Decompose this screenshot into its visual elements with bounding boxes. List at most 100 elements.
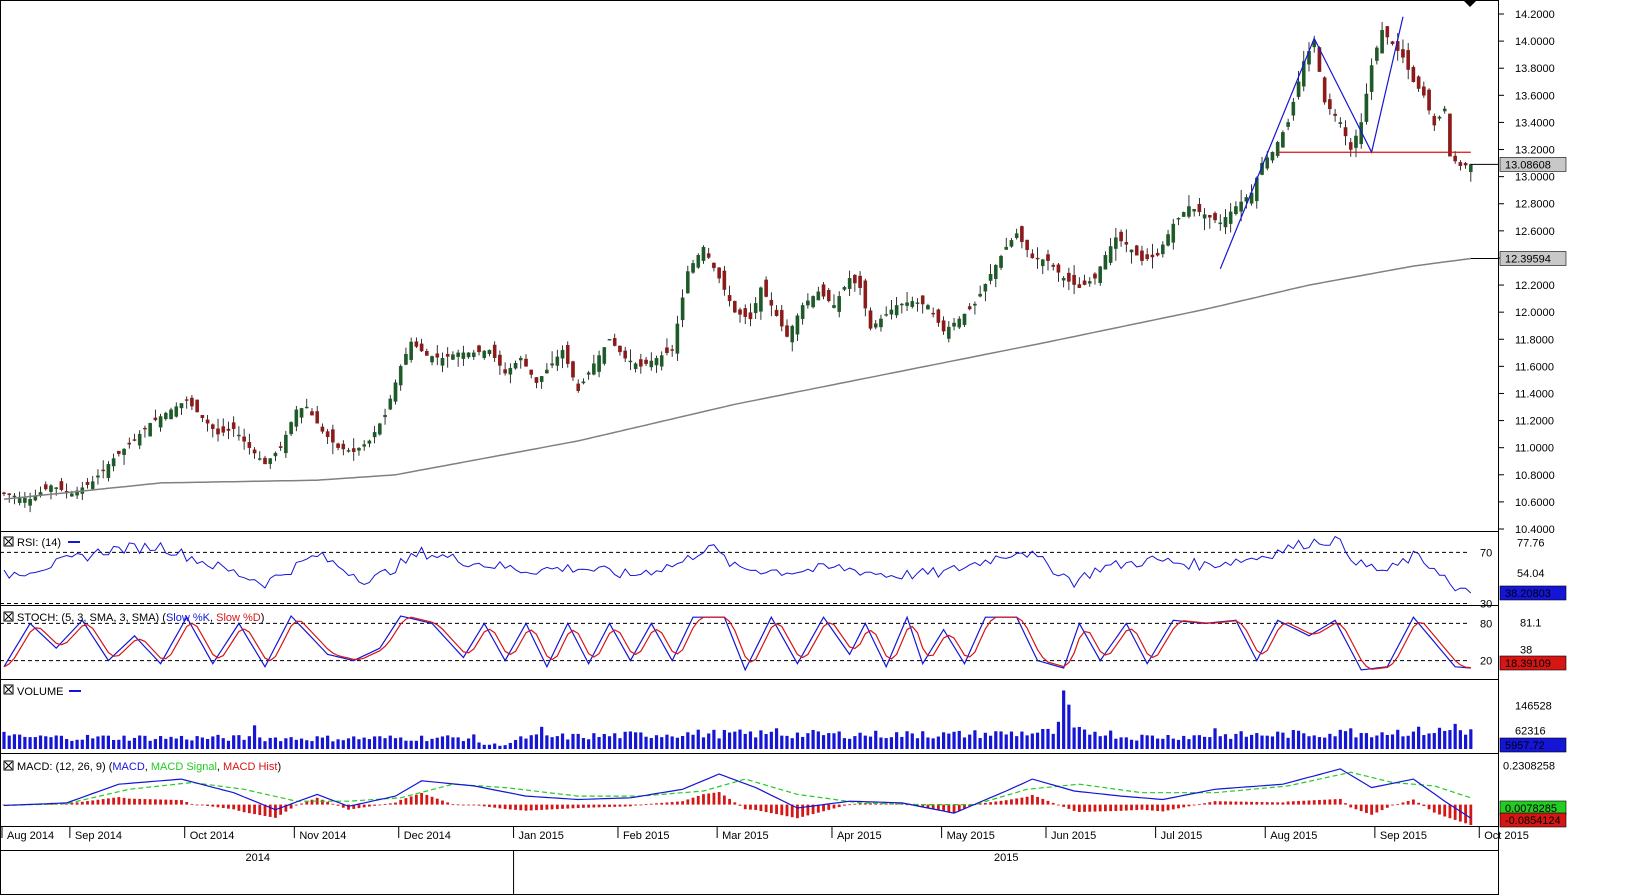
macd-hist-bar (1239, 801, 1243, 805)
volume-bar (138, 735, 142, 749)
volume-bar (1213, 728, 1217, 749)
candle (545, 363, 549, 374)
volume-bar (681, 736, 685, 749)
candle (17, 491, 22, 506)
volume-bar (1469, 729, 1473, 749)
candle (1469, 163, 1473, 182)
macd-hist-bar (1187, 804, 1191, 807)
macd-hist-bar (1051, 802, 1055, 805)
candle-body (1223, 217, 1228, 228)
candle (1354, 129, 1358, 158)
macd-hist-bar (629, 804, 632, 807)
volume-bar (404, 740, 408, 749)
candle (832, 294, 836, 309)
volume-bar (65, 739, 69, 749)
macd-hist-bar (274, 804, 277, 818)
volume-close-icon[interactable] (3, 684, 14, 695)
candle (200, 414, 205, 423)
macd-hist-bar (1417, 802, 1421, 805)
volume-bar (273, 737, 278, 749)
volume-bar (430, 738, 434, 749)
candle-body (346, 450, 351, 452)
candle (492, 341, 497, 362)
price-tick-label: 12.8000 (1515, 199, 1555, 211)
candle (800, 302, 805, 325)
candle (612, 333, 617, 347)
candle (863, 278, 868, 317)
macd-hist-bar (289, 804, 293, 809)
candle-body (466, 352, 471, 358)
candle-body (1004, 246, 1009, 250)
candle-body (753, 303, 758, 314)
volume-tick-label: 146528 (1515, 701, 1552, 713)
stoch-close-icon[interactable] (3, 611, 14, 622)
volume-bar (707, 733, 711, 749)
scroll-end-marker-icon[interactable] (1463, 0, 1477, 7)
candle (1119, 229, 1123, 247)
candle (137, 430, 142, 450)
candle-body (962, 313, 967, 325)
macd-hist-bar (1453, 804, 1457, 820)
rsi-close-icon[interactable] (3, 536, 14, 547)
volume-bar (44, 736, 48, 749)
macd-hist-bar (326, 801, 330, 805)
candle-body (54, 487, 58, 489)
candle (456, 349, 460, 367)
macd-close-icon[interactable] (3, 760, 14, 771)
volume-bar (101, 735, 105, 749)
stoch-panel: 80 20 (0, 614, 1492, 672)
candle-body (748, 312, 753, 320)
candle (96, 469, 100, 485)
candle-body (425, 351, 429, 356)
candle-body (158, 416, 163, 428)
candle-body (738, 309, 742, 315)
candle (393, 379, 398, 405)
macd-last-tag-box (1499, 812, 1567, 828)
candle (158, 413, 163, 432)
macd-hist-bar (733, 802, 737, 805)
volume-bar (1411, 731, 1415, 749)
volume-bar (1020, 731, 1024, 749)
macd-hist-bar (65, 803, 69, 805)
candle (785, 319, 789, 338)
volume-bar (169, 736, 173, 749)
volume-bar (1317, 737, 1322, 749)
volume-bar (837, 731, 841, 749)
candle (341, 440, 346, 456)
candle (1192, 208, 1196, 217)
candle-body (1025, 239, 1029, 251)
volume-bar (936, 736, 940, 749)
candle-body (1140, 250, 1144, 261)
candle-body (1056, 264, 1061, 273)
candle-body (873, 323, 878, 328)
candle-body (169, 409, 173, 420)
volume-bar (618, 738, 622, 749)
candle-body (451, 354, 455, 360)
macd-hist-bar (540, 804, 544, 810)
macd-hist-bar (1396, 803, 1400, 805)
volume-bar (905, 731, 909, 749)
volume-bar (85, 734, 90, 749)
macd-hist-bar (863, 803, 867, 805)
candle (351, 438, 356, 461)
macd-hist-bar (1244, 801, 1248, 805)
candle-body (252, 449, 257, 454)
macd-hist-bar (394, 802, 397, 805)
candle-body (565, 345, 570, 364)
macd-hist-bar (493, 804, 497, 808)
candle (398, 364, 403, 391)
macd-hist-bar (1208, 802, 1212, 805)
volume-bar (373, 736, 377, 749)
macd-hist-bar (456, 804, 460, 806)
price-tick-label: 10.6000 (1515, 497, 1555, 509)
macd-hist-bar (503, 804, 507, 810)
candle-body (1286, 122, 1290, 127)
macd-hist-bar (1354, 804, 1358, 810)
candle (388, 394, 393, 411)
price-tick-label: 13.4000 (1515, 117, 1555, 129)
volume-bar (159, 736, 163, 749)
candle (487, 349, 492, 357)
macd-hist-bar (837, 804, 841, 808)
macd-signal-line (3, 771, 1471, 807)
candle-body (518, 358, 523, 361)
